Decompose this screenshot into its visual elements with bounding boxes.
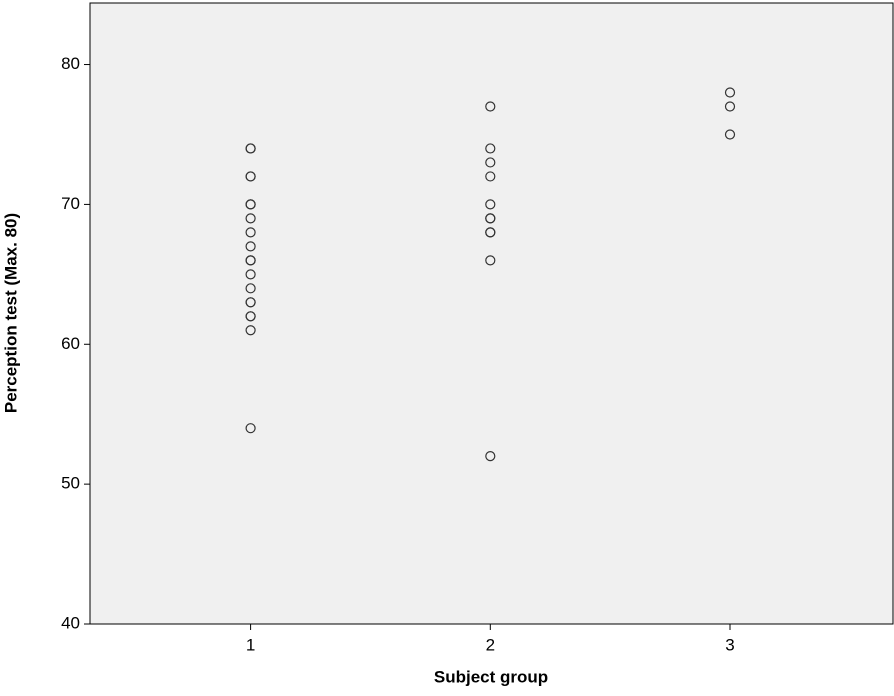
point	[245, 325, 256, 336]
point	[245, 213, 256, 224]
point	[245, 283, 256, 294]
point	[245, 269, 256, 280]
point	[245, 199, 256, 210]
point	[245, 171, 256, 182]
point	[485, 171, 496, 182]
point	[485, 199, 496, 210]
y-axis-title: Perception test (Max. 80)	[1, 213, 20, 413]
point	[245, 227, 256, 238]
point	[485, 227, 496, 238]
point	[724, 129, 736, 140]
x-tick-label: 1	[246, 635, 255, 654]
point	[724, 87, 736, 98]
point	[245, 423, 256, 434]
y-tick-label: 60	[61, 334, 80, 353]
point	[485, 451, 496, 462]
x-tick-label: 2	[486, 635, 495, 654]
y-tick-label: 50	[61, 474, 80, 493]
point	[485, 255, 496, 266]
y-tick-label: 40	[61, 613, 80, 632]
y-tick-label: 70	[61, 194, 80, 213]
point	[245, 241, 256, 252]
plot-area	[89, 2, 894, 625]
y-tick-label: 80	[61, 54, 80, 73]
point	[724, 101, 736, 112]
point	[245, 255, 256, 266]
point	[245, 297, 256, 308]
x-tick-label: 3	[725, 635, 734, 654]
point	[485, 101, 496, 112]
point	[485, 213, 496, 224]
x-axis-title: Subject group	[434, 667, 548, 686]
point	[485, 143, 496, 154]
point	[245, 311, 256, 322]
point	[485, 157, 496, 168]
point	[245, 143, 256, 154]
